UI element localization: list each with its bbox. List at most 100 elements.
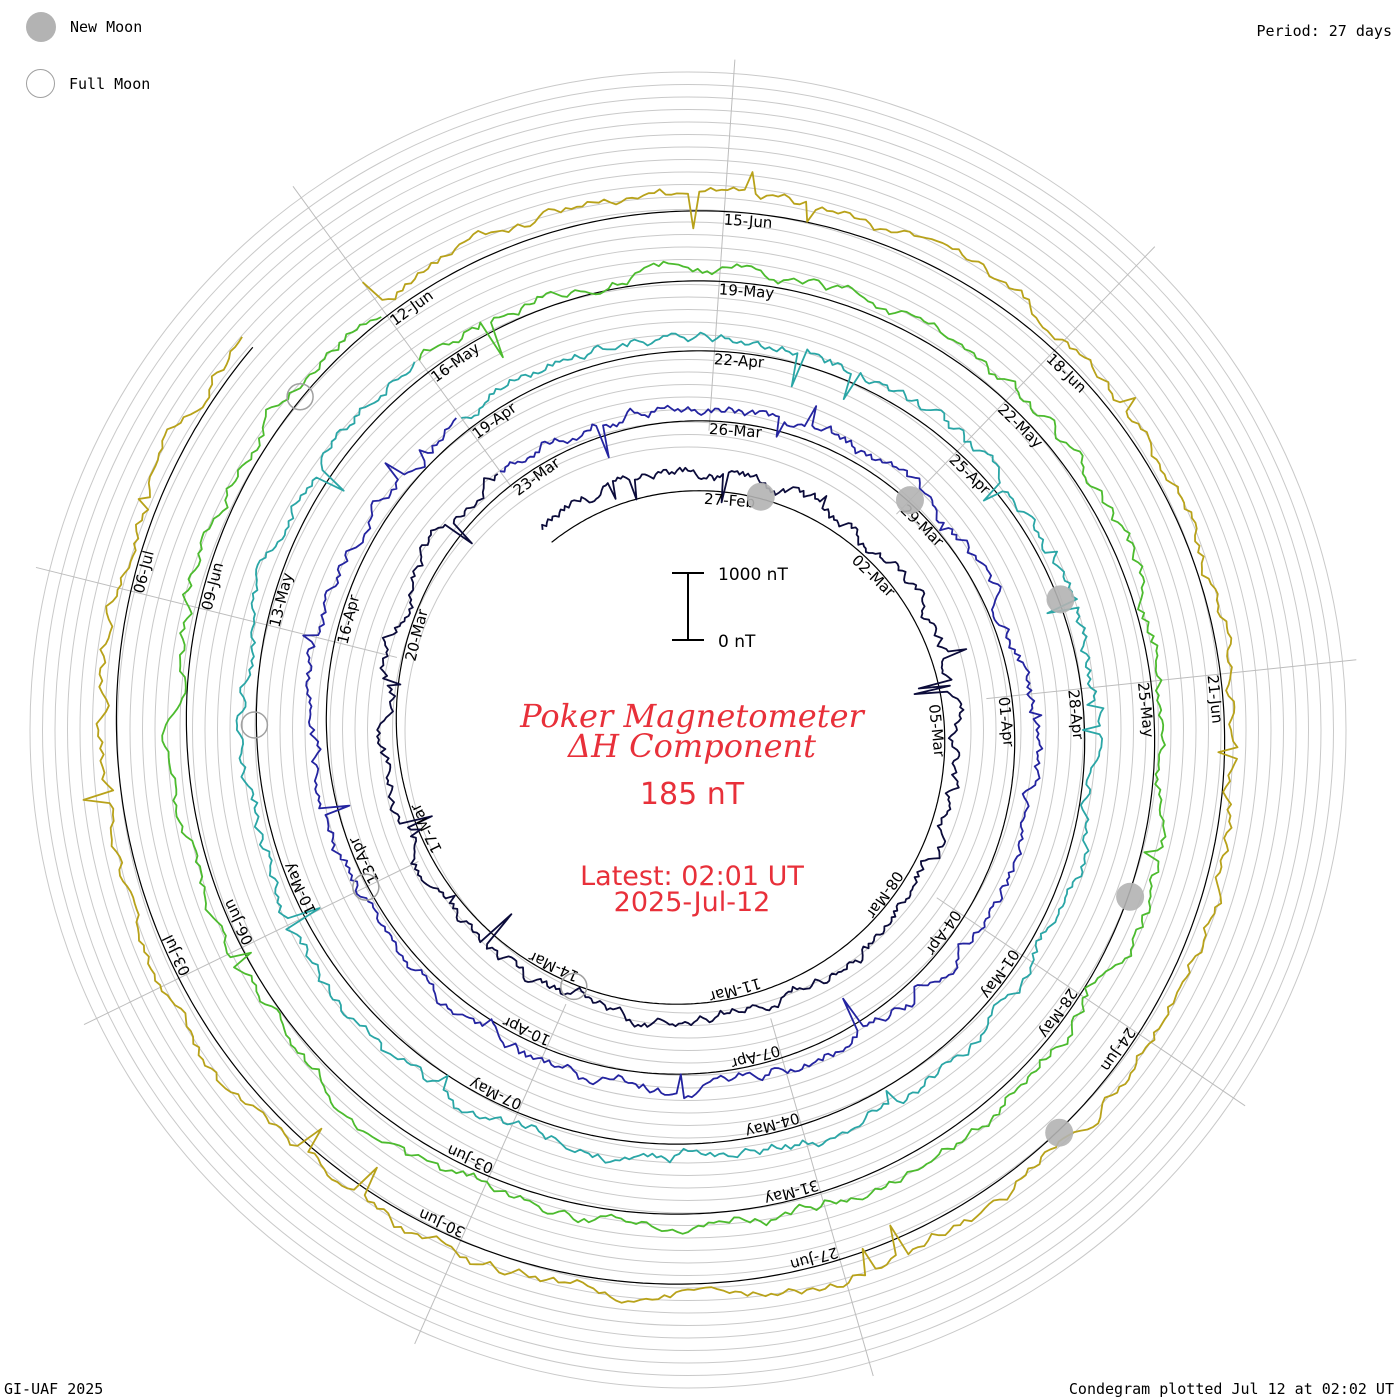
date-label: 17-Mar xyxy=(406,800,446,856)
day-spoke xyxy=(292,186,513,488)
grid-circle xyxy=(392,434,984,1026)
series-line xyxy=(235,331,1105,1164)
new-moon-marker xyxy=(895,486,924,515)
baseline-spiral-path xyxy=(115,210,1226,1285)
moon-markers xyxy=(240,382,1145,1147)
grid-circle xyxy=(279,321,1097,1139)
grid-circle xyxy=(342,384,1034,1076)
grid-circle xyxy=(304,346,1072,1114)
new-moon-label: New Moon xyxy=(70,18,143,36)
date-label: 22-Apr xyxy=(713,350,765,372)
date-label: 11-Mar xyxy=(706,974,763,1006)
date-label: 02-Mar xyxy=(848,551,899,601)
day-spoke xyxy=(896,246,1156,515)
scale-bar: 1000 nT 0 nT xyxy=(672,565,788,652)
grid-circle xyxy=(329,371,1047,1089)
latest-time: Latest: 02:01 UT xyxy=(580,861,804,892)
date-label: 25-Apr xyxy=(945,451,994,499)
grid-circle xyxy=(79,121,1297,1339)
date-label: 28-Apr xyxy=(1064,689,1087,742)
full-moon-label: Full Moon xyxy=(69,74,151,93)
full-moon-marker xyxy=(352,873,380,901)
day-spoke xyxy=(83,861,419,1026)
grid-circle xyxy=(129,171,1247,1289)
date-label: 22-May xyxy=(994,400,1047,452)
current-value: 185 nT xyxy=(640,777,745,812)
grid-circle xyxy=(379,421,997,1039)
day-spoke xyxy=(35,566,398,658)
date-label: 13-Apr xyxy=(344,833,383,887)
grid-circle xyxy=(42,84,1334,1376)
grid-circle xyxy=(229,271,1147,1189)
date-label: 14-Mar xyxy=(525,947,581,985)
full-moon-marker xyxy=(560,972,588,1001)
full-moon-marker xyxy=(240,711,269,739)
new-moon-icon xyxy=(26,12,56,42)
latest-date: 2025-Jul-12 xyxy=(614,887,771,918)
date-label: 26-Mar xyxy=(708,420,763,442)
day-spoke xyxy=(708,59,736,431)
grid-circle xyxy=(142,184,1234,1276)
grid-circle xyxy=(404,446,972,1014)
grid-circle xyxy=(54,96,1322,1364)
grid-circle xyxy=(167,209,1209,1251)
new-moon-marker xyxy=(1116,882,1145,911)
data-series xyxy=(82,171,1239,1304)
grid-circle xyxy=(104,146,1272,1314)
date-label: 16-Apr xyxy=(334,592,364,646)
day-spoke xyxy=(414,1003,567,1345)
footer-credit: GI-UAF 2025 xyxy=(4,1380,104,1398)
footer-plot-time: Condegram plotted Jul 12 at 02:02 UT xyxy=(1068,1380,1394,1398)
series-line xyxy=(302,404,1044,1100)
legend-new-moon: New Moon xyxy=(26,12,142,42)
date-label: 04-May xyxy=(743,1109,801,1142)
day-spoke xyxy=(936,897,1246,1107)
day-spokes xyxy=(35,59,1357,1377)
grid-circle xyxy=(354,396,1022,1064)
chart-title: Poker Magnetometer xyxy=(519,697,865,735)
date-label: 23-Mar xyxy=(510,453,564,499)
scale-top-label: 1000 nT xyxy=(718,565,788,585)
new-moon-marker xyxy=(746,482,775,511)
period-label: Period: 27 days xyxy=(1256,22,1392,40)
new-moon-marker xyxy=(1045,1118,1074,1147)
grid-circle xyxy=(92,134,1284,1326)
date-label: 13-May xyxy=(266,571,297,629)
grid-circle xyxy=(367,409,1009,1051)
full-moon-marker xyxy=(286,382,314,411)
legend-full-moon: Full Moon xyxy=(26,69,150,98)
date-label: 08-Mar xyxy=(862,868,907,923)
chart-subtitle: ΔH Component xyxy=(566,727,816,765)
date-label: 19-May xyxy=(718,280,775,302)
day-spoke xyxy=(770,1018,874,1377)
series-line xyxy=(376,466,968,1028)
date-label: 28-May xyxy=(1035,985,1081,1041)
date-label: 20-Mar xyxy=(402,607,432,663)
date-label: 05-Mar xyxy=(925,703,949,758)
grid-circle xyxy=(204,246,1172,1214)
date-label: 01-Apr xyxy=(995,696,1018,749)
grid-circle xyxy=(192,234,1184,1226)
date-label: 27-Feb xyxy=(704,490,756,512)
date-label: 10-Apr xyxy=(499,1012,553,1049)
grid-circle xyxy=(217,259,1159,1201)
new-moon-marker xyxy=(1046,585,1075,614)
grid-circle xyxy=(254,296,1122,1164)
series-line xyxy=(161,260,1167,1235)
grid-circle xyxy=(317,359,1059,1101)
grid-circle xyxy=(29,71,1347,1389)
full-moon-icon xyxy=(26,69,55,98)
date-label: 19-Apr xyxy=(469,398,521,443)
baseline-spiral xyxy=(115,210,1226,1285)
scale-bottom-label: 0 nT xyxy=(718,632,756,652)
day-spoke xyxy=(986,659,1357,700)
date-label: 03-Jun xyxy=(444,1141,496,1177)
date-label: 21-Jun xyxy=(1204,674,1227,724)
grid-circle xyxy=(179,221,1197,1239)
date-label: 25-May xyxy=(1134,681,1158,738)
grid-circle xyxy=(117,159,1259,1301)
grid-circle xyxy=(67,109,1309,1351)
date-label: 15-Jun xyxy=(723,211,773,232)
date-label: 09-Jun xyxy=(198,560,227,612)
